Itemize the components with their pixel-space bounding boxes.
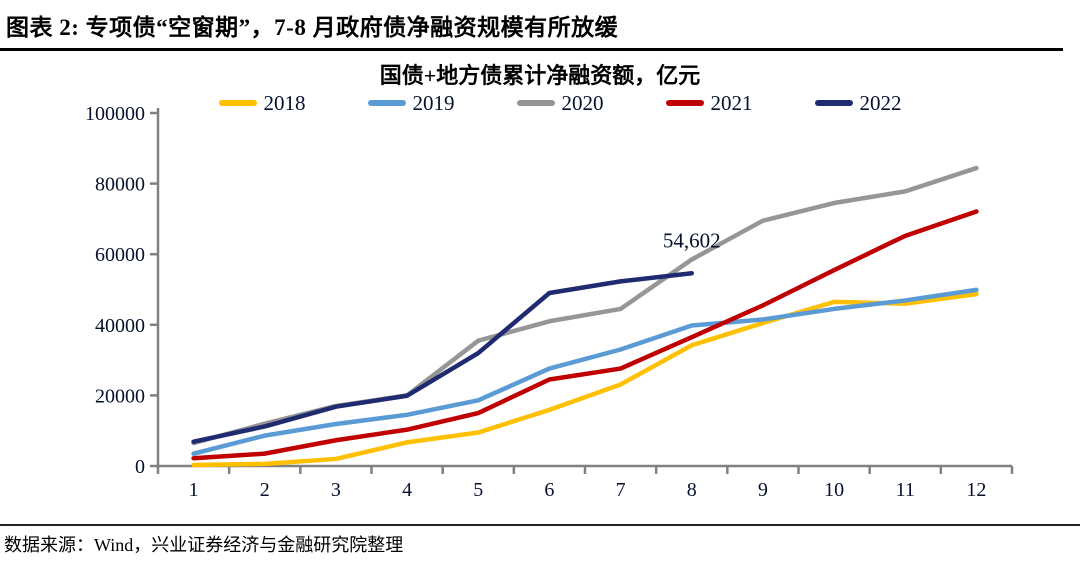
x-tick-label: 12 (966, 479, 986, 501)
source-footer: 数据来源：Wind，兴业证券经济与金融研究院整理 (0, 524, 1080, 557)
x-tick-label: 6 (544, 479, 554, 501)
y-tick-label: 60000 (95, 244, 145, 266)
x-tick-label: 1 (189, 479, 199, 501)
x-tick-label: 10 (824, 479, 844, 501)
legend-label-2021: 2021 (710, 90, 753, 115)
y-tick-label: 20000 (95, 385, 145, 407)
chart-legend: 2018 2019 2020 2021 2022 (120, 90, 1000, 116)
legend-swatch-2020 (516, 100, 555, 106)
x-tick-label: 3 (331, 479, 341, 501)
x-tick-label: 8 (687, 479, 697, 501)
legend-swatch-2018 (218, 100, 257, 106)
legend-swatch-2019 (367, 100, 406, 106)
x-tick-label: 9 (758, 479, 768, 501)
legend-item-2020[interactable]: 2020 (516, 90, 604, 115)
legend-label-2018: 2018 (263, 90, 306, 115)
x-tick-label: 5 (473, 479, 483, 501)
data-source-text: 数据来源：Wind，兴业证券经济与金融研究院整理 (4, 535, 404, 555)
chart-title: 国债+地方债累计净融资额，亿元 (379, 63, 701, 88)
figure-title: 图表 2: 专项债“空窗期”，7-8 月政府债净融资规模有所放缓 (6, 15, 619, 40)
series-line-2021[interactable] (191, 209, 979, 461)
y-tick-label: 0 (135, 456, 145, 478)
legend-swatch-2022 (814, 100, 853, 106)
series-line-2018[interactable] (191, 291, 979, 468)
legend-item-2021[interactable]: 2021 (665, 90, 753, 115)
data-label-annotation: 54,602 (663, 228, 721, 252)
y-tick-label: 80000 (95, 174, 145, 196)
legend-label-2022: 2022 (859, 90, 902, 115)
figure-header: 图表 2: 专项债“空窗期”，7-8 月政府债净融资规模有所放缓 (0, 0, 1063, 51)
legend-label-2020: 2020 (561, 90, 604, 115)
y-tick-label: 40000 (95, 315, 145, 337)
x-tick-label: 11 (896, 479, 915, 501)
series-line-2022[interactable] (191, 271, 694, 444)
x-tick-label: 7 (616, 479, 626, 501)
series-line-2019[interactable] (191, 287, 979, 456)
legend-label-2019: 2019 (412, 90, 455, 115)
y-tick-label: 100000 (85, 103, 145, 125)
legend-swatch-2021 (665, 100, 704, 106)
legend-item-2018[interactable]: 2018 (218, 90, 306, 115)
legend-item-2022[interactable]: 2022 (814, 90, 902, 115)
legend-item-2019[interactable]: 2019 (367, 90, 455, 115)
x-tick-label: 2 (260, 479, 270, 501)
x-tick-label: 4 (402, 479, 412, 501)
